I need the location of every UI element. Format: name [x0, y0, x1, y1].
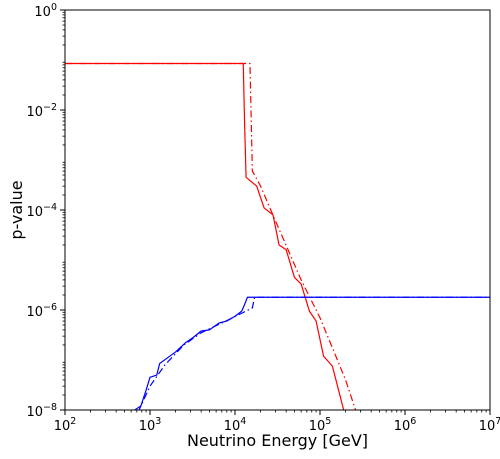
plot-frame: [64, 9, 491, 411]
x-tick-label: 102: [54, 416, 77, 434]
y-tick-base: 10: [34, 5, 51, 20]
x-tick-base: 10: [309, 419, 326, 434]
y-tick-base: 10: [26, 405, 43, 420]
x-tick-label: 106: [394, 416, 417, 434]
y-tick-exponent: −8: [43, 402, 57, 413]
x-tick-label: 107: [479, 416, 500, 434]
x-tick-exponent: 7: [495, 416, 500, 427]
x-tick-base: 10: [54, 419, 71, 434]
x-axis-label: Neutrino Energy [GeV]: [187, 431, 368, 450]
series-line-2-dashdot: [65, 62, 357, 410]
x-tick-label: 103: [139, 416, 162, 434]
y-tick-exponent: 0: [51, 2, 57, 13]
x-tick-exponent: 3: [155, 416, 161, 427]
x-tick-exponent: 4: [240, 416, 246, 427]
series-layer: [65, 62, 490, 410]
y-tick-label: 10−4: [26, 202, 57, 220]
x-tick-exponent: 6: [410, 416, 416, 427]
y-tick-base: 10: [26, 105, 43, 120]
series-line-1-solid: [65, 62, 345, 410]
y-tick-label: 10−6: [26, 302, 57, 320]
series-line-3-solid: [134, 296, 490, 410]
y-tick-label: 10−2: [26, 102, 57, 120]
series-line-4-dashdot: [138, 296, 490, 410]
x-tick-label: 105: [309, 416, 332, 434]
y-axis-label: p-value: [7, 180, 26, 239]
x-tick-base: 10: [479, 419, 496, 434]
y-tick-base: 10: [26, 305, 43, 320]
y-tick-label: 100: [34, 2, 57, 20]
x-tick-exponent: 2: [70, 416, 76, 427]
x-tick-base: 10: [394, 419, 411, 434]
y-tick-exponent: −2: [43, 102, 57, 113]
x-tick-base: 10: [224, 419, 241, 434]
x-tick-label: 104: [224, 416, 247, 434]
y-tick-label: 10−8: [26, 402, 57, 420]
x-tick-base: 10: [139, 419, 156, 434]
y-tick-exponent: −4: [43, 202, 57, 213]
x-tick-exponent: 5: [325, 416, 331, 427]
y-tick-base: 10: [26, 205, 43, 220]
y-tick-exponent: −6: [43, 302, 57, 313]
